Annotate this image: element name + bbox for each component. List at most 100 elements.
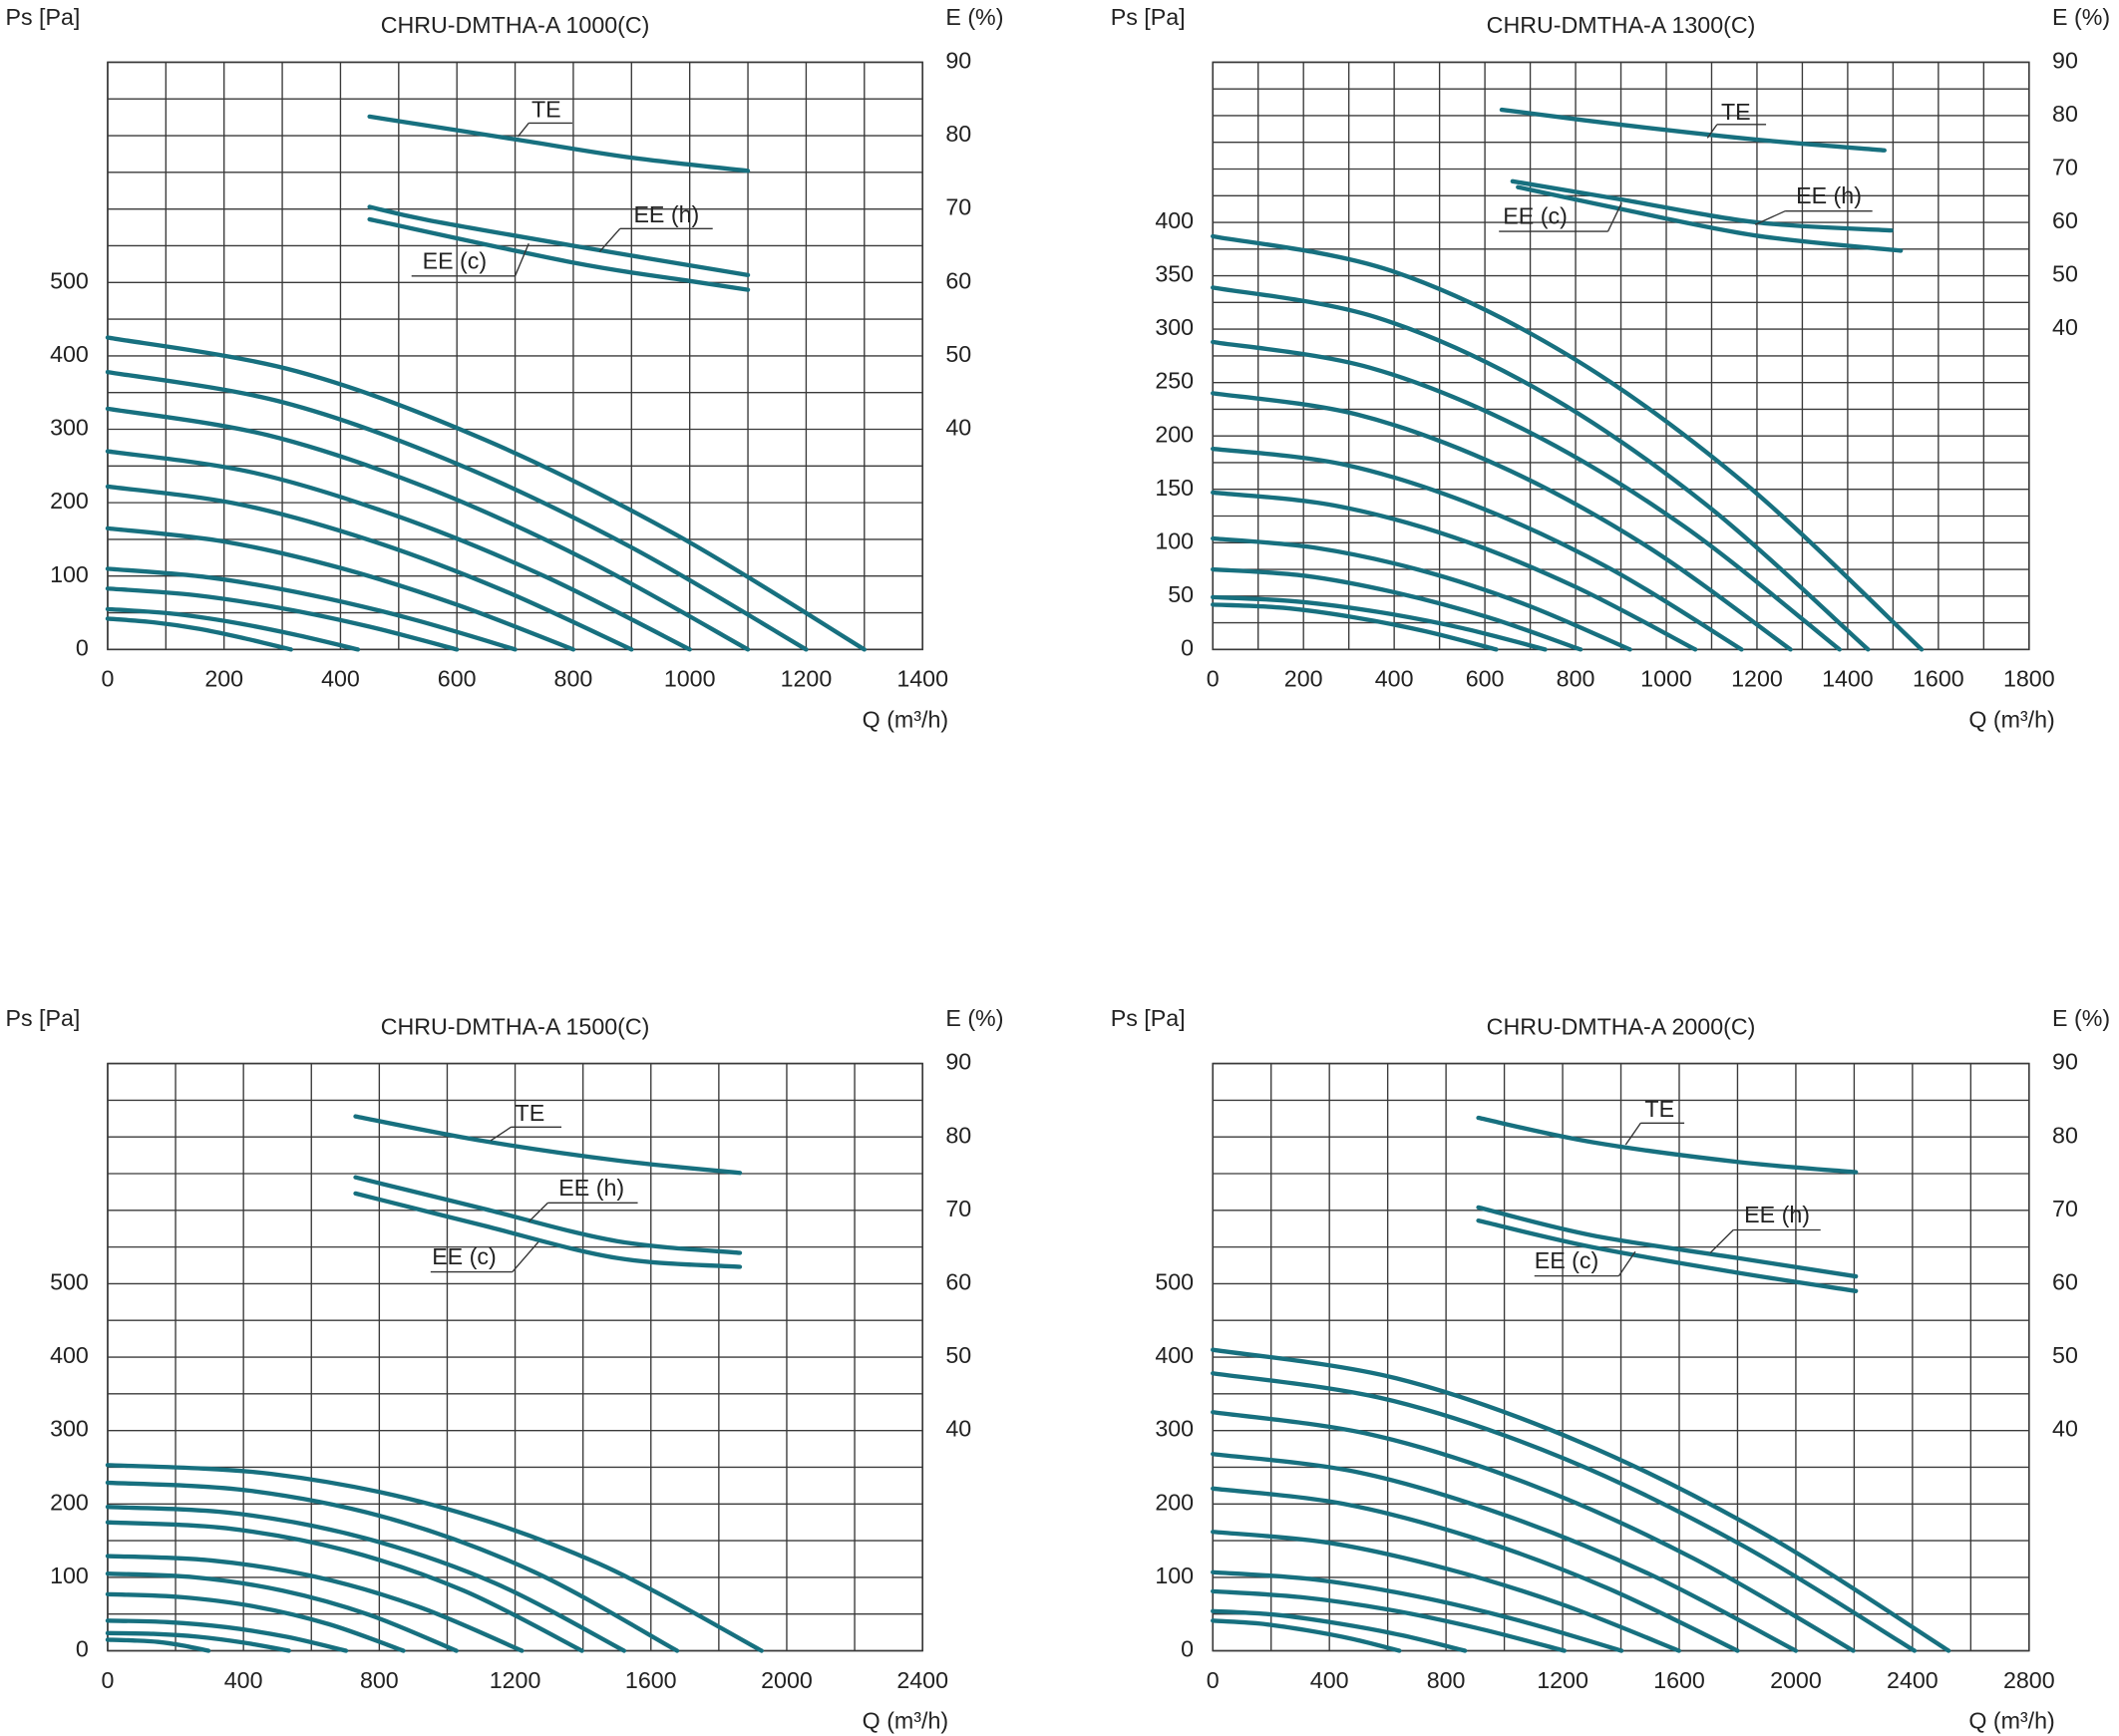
efficiency-curve [367,204,751,278]
leader-line [490,1126,562,1142]
fan-curve [1211,446,1744,652]
x-tick-label: 800 [1557,666,1595,692]
fan-curve [105,406,751,652]
x-tick-label: 1000 [1640,666,1692,692]
x-tick-label: 2400 [896,1667,948,1693]
curve-label: TE [1721,99,1751,125]
chart: 0 200 400 600 800 1000 1200 1400 1600 1800 0 50 100 1… [1111,4,2110,732]
y2-tick-label: 80 [945,121,971,147]
x-tick-label: 1600 [625,1667,677,1693]
fan-curve [105,1591,406,1653]
curve-label: EE (h) [1796,182,1862,208]
x-axis-label: Q (m³/h) [1968,706,2054,732]
efficiency-curve [1476,1115,1859,1175]
x-tick-label: 1600 [1653,1667,1705,1693]
x-tick-label: 2000 [1770,1667,1822,1693]
fan-curve [105,1505,627,1653]
x-tick-label: 600 [1466,666,1505,692]
y-tick-label: 400 [1155,207,1194,233]
fan-curve [105,616,294,652]
chart: 0 400 800 1200 1600 2000 2400 2800 0 100 200 300 400… [1111,1005,2110,1733]
fan-curve [1211,339,1842,652]
y-tick-label: 300 [1155,314,1194,340]
x-tick-label: 200 [204,666,243,692]
y2-tick-label: 90 [2052,1049,2078,1075]
x-tick-label: 1400 [896,666,948,692]
y-tick-label: 50 [1168,581,1194,607]
y2-tick-label: 50 [2052,1342,2078,1368]
y-axis-label: Ps [Pa] [5,1005,80,1031]
x-tick-label: 1200 [781,666,833,692]
y2-axis-label: E (%) [945,4,1003,30]
y-tick-label: 300 [1155,1416,1194,1442]
y-tick-label: 0 [76,1636,89,1662]
fan-curve [105,586,460,652]
chart: 0 200 400 600 800 1000 1200 1400 0 100 200 300 400 50… [5,4,1003,732]
y2-tick-label: 70 [945,1196,971,1221]
chart-title: CHRU-DMTHA-A 2000(C) [1487,1013,1756,1039]
fan-curve [105,566,518,652]
x-tick-label: 600 [438,666,477,692]
fan-curve [1211,1618,1402,1653]
y-tick-label: 350 [1155,261,1194,287]
y-axis-label: Ps [Pa] [5,4,80,30]
curve-label: EE (h) [1744,1202,1810,1227]
curve-label: EE (c) [432,1243,497,1269]
y2-tick-label: 50 [945,1342,971,1368]
y2-tick-label: 60 [2052,1269,2078,1295]
leader-line [1534,1250,1636,1277]
y2-tick-label: 40 [2052,1416,2078,1442]
fan-curve [1211,1569,1624,1653]
y-tick-label: 0 [1181,1636,1194,1662]
y-tick-label: 200 [1155,1489,1194,1515]
fan-curve [1211,1530,1681,1653]
efficiency-curve [367,216,751,292]
y-tick-label: 300 [50,415,89,441]
y-tick-label: 0 [76,635,89,661]
y2-tick-label: 50 [2052,261,2078,287]
fan-curve [1211,566,1584,652]
fan-curve [1211,602,1499,652]
y2-tick-label: 70 [2052,1196,2078,1221]
leader-line [1754,210,1873,225]
efficiency-curve [1476,1205,1859,1279]
plot-frame [107,1062,923,1652]
fan-curve [1211,1347,1951,1653]
fan-curve [1211,1588,1567,1653]
y2-tick-label: 90 [945,48,971,74]
x-tick-label: 200 [1284,666,1323,692]
fan-curve [105,335,867,652]
curve-label: TE [1644,1096,1674,1122]
y-tick-label: 200 [1155,421,1194,447]
efficiency-curve [367,114,751,174]
efficiency-curve [1476,1217,1859,1293]
fan-curve [105,484,634,652]
fan-curve [1211,1371,1918,1653]
x-tick-label: 1000 [664,666,716,692]
x-tick-label: 2800 [2003,1667,2055,1693]
fan-curve [1211,391,1793,652]
y-tick-label: 400 [50,1342,89,1368]
y2-tick-label: 80 [945,1122,971,1148]
efficiency-curve [1516,184,1904,253]
y2-tick-label: 40 [945,415,971,441]
x-tick-label: 1200 [1731,666,1783,692]
fan-curve [1211,1486,1740,1653]
y2-tick-label: 60 [945,1269,971,1295]
fan-curve [105,1463,764,1653]
y2-axis-label: E (%) [945,1005,1003,1031]
y-tick-label: 300 [50,1416,89,1442]
y2-tick-label: 90 [945,1049,971,1075]
y2-tick-label: 70 [2052,155,2078,180]
x-axis-label: Q (m³/h) [863,1708,948,1734]
x-tick-label: 400 [1375,666,1414,692]
fan-curve [1211,594,1548,652]
fan-curve [105,525,576,652]
leader-line [598,227,713,252]
fan-curve [1211,233,1925,652]
y2-tick-label: 90 [2052,48,2078,74]
y-tick-label: 200 [50,1489,89,1515]
x-tick-label: 800 [1427,1667,1466,1693]
curve-label: TE [531,96,561,122]
